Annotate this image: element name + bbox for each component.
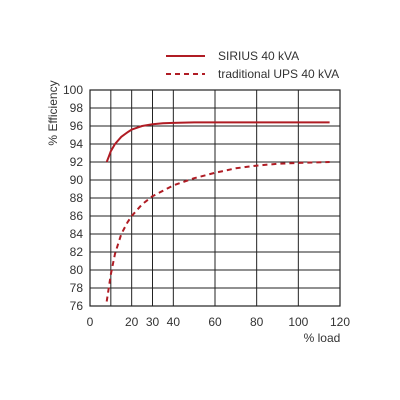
y-tick-label: 90	[70, 173, 84, 187]
y-tick-label: 86	[70, 209, 84, 223]
x-tick-label: 40	[167, 315, 181, 329]
plot-frame	[89, 89, 341, 307]
x-tick-label: 80	[250, 315, 264, 329]
y-tick-label: 92	[70, 155, 84, 169]
x-tick-label: 30	[146, 315, 160, 329]
series-line-sirius	[105, 121, 330, 163]
y-tick-label: 94	[70, 137, 84, 151]
x-tick-label: 60	[208, 315, 222, 329]
y-tick-label: 82	[70, 245, 84, 259]
tick-labels: 76 78 80 82 84 86 88 90 92 94 96 98 100 0 20 30 40 60 80 10…	[63, 83, 350, 329]
x-tick-label: 20	[125, 315, 139, 329]
y-tick-label: 84	[70, 227, 84, 241]
plot-border	[89, 89, 341, 307]
y-tick-label: 80	[70, 263, 84, 277]
series-line-traditional	[105, 161, 330, 302]
legend: SIRIUS 40 kVA traditional UPS 40 kVA	[166, 49, 339, 81]
x-tick-label: 0	[87, 315, 94, 329]
y-tick-label: 78	[70, 281, 84, 295]
series-lines	[105, 121, 330, 302]
y-axis-label: % Efficiency	[46, 80, 60, 145]
x-axis-label: % load	[304, 331, 341, 345]
grid	[90, 90, 340, 306]
y-tick-label: 76	[70, 299, 84, 313]
y-tick-label: 100	[63, 83, 83, 97]
y-tick-label: 88	[70, 191, 84, 205]
legend-label-traditional: traditional UPS 40 kVA	[218, 67, 339, 81]
x-tick-label: 100	[288, 315, 308, 329]
y-tick-label: 98	[70, 101, 84, 115]
y-tick-label: 96	[70, 119, 84, 133]
legend-label-sirius: SIRIUS 40 kVA	[218, 49, 299, 63]
x-tick-label: 120	[330, 315, 350, 329]
